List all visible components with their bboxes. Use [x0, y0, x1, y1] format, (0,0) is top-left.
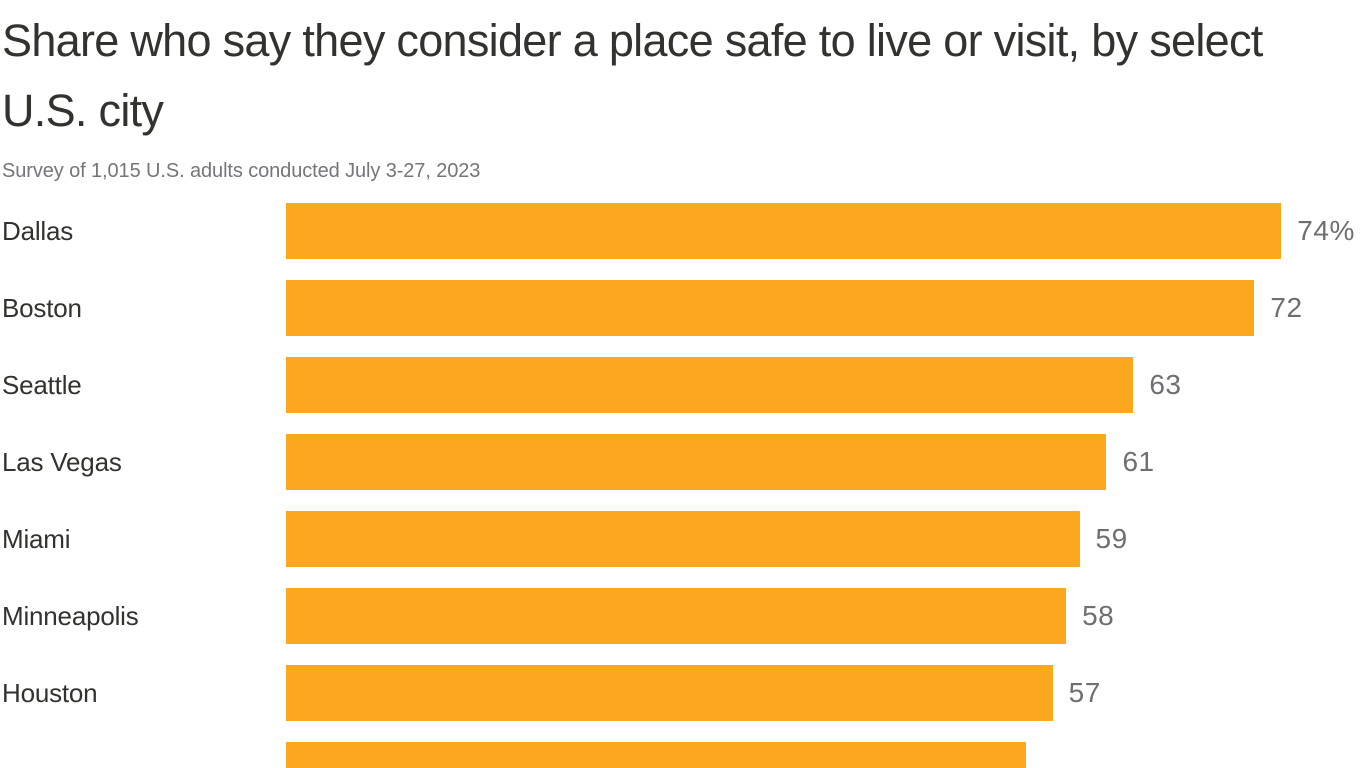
- chart-header: Share who say they consider a place safe…: [0, 0, 1366, 184]
- bar-category-label: Miami: [2, 523, 71, 554]
- bar-track: 61: [286, 434, 1366, 490]
- bar-fill: [286, 588, 1067, 644]
- bar-row: Houston 57: [0, 665, 1366, 742]
- bar-row-clipped: [0, 742, 1366, 768]
- bar-row: Seattle 63: [0, 357, 1366, 434]
- bar-row: Miami 59: [0, 511, 1366, 588]
- bar-value-label: 61: [1122, 446, 1155, 477]
- bar-fill: [286, 434, 1107, 490]
- bar-fill: [286, 742, 1026, 768]
- bar-value-label: 58: [1082, 600, 1115, 631]
- page-title: Share who say they consider a place safe…: [2, 15, 1263, 136]
- bar-value-label: 63: [1149, 369, 1182, 400]
- bar-row: Minneapolis 58: [0, 588, 1366, 665]
- bar-value-label: 57: [1068, 677, 1101, 708]
- bar-category-label: Minneapolis: [2, 600, 139, 631]
- bar-fill: [286, 665, 1053, 721]
- bar-chart-plot-area: Dallas 74% Boston 72 Seattle 63 Las Vega…: [0, 203, 1366, 768]
- bar-track: 74%: [286, 203, 1366, 259]
- bar-row: Boston 72: [0, 280, 1366, 357]
- bar-value-label: 59: [1095, 523, 1128, 554]
- bar-fill: [286, 280, 1255, 336]
- bar-category-label: Las Vegas: [2, 446, 122, 477]
- bar-track: 57: [286, 665, 1366, 721]
- bar-row: Las Vegas 61: [0, 434, 1366, 511]
- bar-category-label: Dallas: [2, 215, 74, 246]
- bar-value-label: [1026, 742, 1042, 768]
- bar-value-label: 74%: [1297, 215, 1355, 246]
- bar-fill: [286, 357, 1134, 413]
- bar-track: 63: [286, 357, 1366, 413]
- bar-fill: [286, 511, 1080, 567]
- bar-track: 58: [286, 588, 1366, 644]
- bar-category-label: Seattle: [2, 369, 82, 400]
- bar-category-label: Houston: [2, 677, 98, 708]
- bar-row: Dallas 74%: [0, 203, 1366, 280]
- chart-subtitle: Survey of 1,015 U.S. adults conducted Ju…: [2, 160, 481, 182]
- bar-category-label: Boston: [2, 292, 82, 323]
- bar-value-label: 72: [1270, 292, 1303, 323]
- bar-track: [286, 742, 1366, 768]
- bar-track: 72: [286, 280, 1366, 336]
- bar-track: 59: [286, 511, 1366, 567]
- bar-fill: [286, 203, 1282, 259]
